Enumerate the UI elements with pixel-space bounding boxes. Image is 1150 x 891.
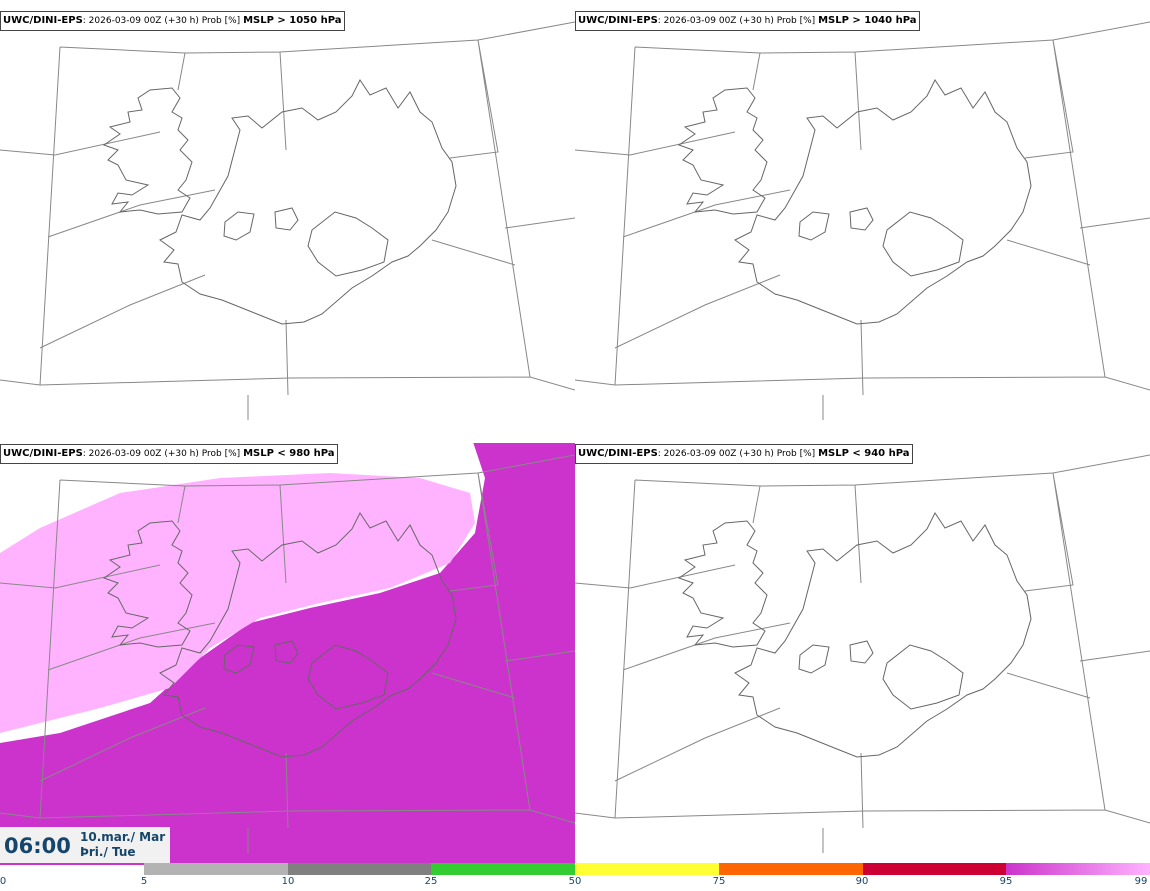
variable-label: MSLP < 940 hPa [818, 448, 910, 459]
panel-title: UWC/DINI-EPS: 2026-03-09 00Z (+30 h) Pro… [575, 444, 913, 464]
variable-label: MSLP < 980 hPa [243, 448, 335, 459]
probability-colorbar [144, 863, 1150, 875]
date-label: 10.mar./ Mar [80, 830, 166, 844]
run-info: 2026-03-09 00Z (+30 h) Prob [%] [88, 16, 241, 26]
iceland-map-1 [0, 21, 575, 421]
weekday-label: Þri./ Tue [80, 845, 136, 859]
valid-date: 10.mar./ Mar Þri./ Tue [80, 830, 165, 860]
run-info: 2026-03-09 00Z (+30 h) Prob [%] [663, 16, 816, 26]
panel-title: UWC/DINI-EPS: 2026-03-09 00Z (+30 h) Pro… [575, 11, 920, 31]
panel-title: UWC/DINI-EPS: 2026-03-09 00Z (+30 h) Pro… [0, 444, 338, 464]
map-panel-mslp-gt-1040: UWC/DINI-EPS: 2026-03-09 00Z (+30 h) Pro… [575, 0, 1150, 432]
colorbar-tick: 10 [281, 876, 295, 887]
prob-band-99-100 [0, 473, 475, 733]
model-source: UWC/DINI-EPS [578, 15, 658, 26]
model-source: UWC/DINI-EPS [3, 448, 83, 459]
colorbar-segment [144, 863, 288, 875]
colorbar-segment [1006, 863, 1150, 875]
variable-label: MSLP > 1050 hPa [243, 15, 342, 26]
variable-label: MSLP > 1040 hPa [818, 15, 917, 26]
valid-time: 06:00 [4, 834, 71, 858]
colorbar-segment [575, 863, 719, 875]
iceland-map-4 [575, 454, 1150, 854]
colorbar-segment [288, 863, 431, 875]
colorbar-tick: 75 [712, 876, 726, 887]
colorbar-tick: 90 [855, 876, 869, 887]
panel-title: UWC/DINI-EPS: 2026-03-09 00Z (+30 h) Pro… [0, 11, 345, 31]
iceland-map-3 [0, 433, 575, 865]
model-source: UWC/DINI-EPS [578, 448, 658, 459]
map-panel-mslp-lt-980: UWC/DINI-EPS: 2026-03-09 00Z (+30 h) Pro… [0, 433, 575, 865]
colorbar-segment [719, 863, 863, 875]
run-info: 2026-03-09 00Z (+30 h) Prob [%] [663, 449, 816, 459]
colorbar-tick: 99 [1134, 876, 1148, 887]
colorbar-tick: 50 [568, 876, 582, 887]
map-panel-mslp-gt-1050: UWC/DINI-EPS: 2026-03-09 00Z (+30 h) Pro… [0, 0, 575, 432]
colorbar-tick: 25 [424, 876, 438, 887]
model-source: UWC/DINI-EPS [3, 15, 83, 26]
iceland-map-2 [575, 21, 1150, 421]
valid-time-box: 06:00 10.mar./ Mar Þri./ Tue [0, 827, 170, 863]
colorbar-segment [863, 863, 1006, 875]
map-panel-mslp-lt-940: UWC/DINI-EPS: 2026-03-09 00Z (+30 h) Pro… [575, 433, 1150, 865]
run-info: 2026-03-09 00Z (+30 h) Prob [%] [88, 449, 241, 459]
colorbar-tick: 95 [999, 876, 1013, 887]
colorbar-tick: 5 [140, 876, 148, 887]
colorbar-segment [431, 863, 575, 875]
colorbar-tick: 0 [0, 876, 7, 887]
prob-band-95-99 [0, 433, 575, 865]
